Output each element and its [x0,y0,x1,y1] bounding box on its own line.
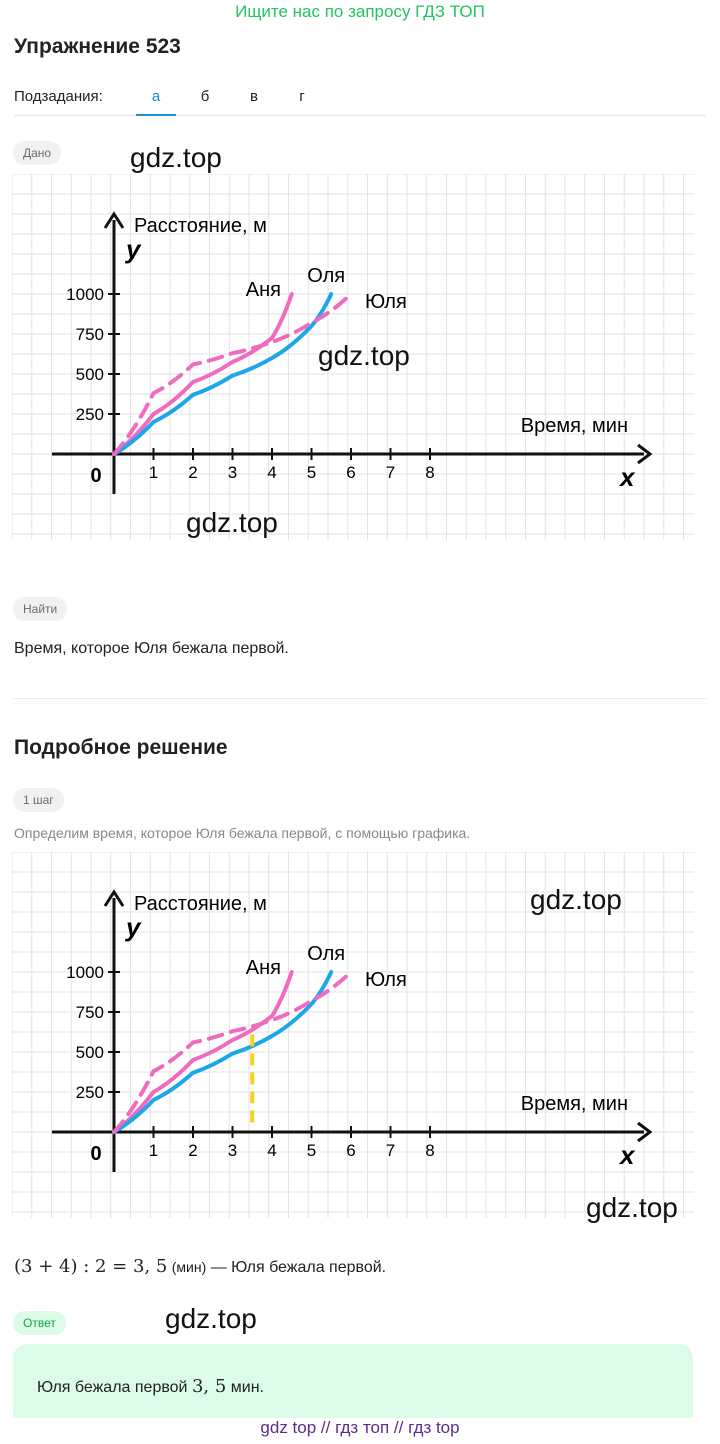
y-tick-label: 1000 [66,285,104,304]
y-axis-letter: y [124,912,142,942]
x-axis-arrow [637,1121,653,1143]
y-tick-label: 500 [76,365,104,384]
formula-tail: — Юля бежала первой. [210,1259,387,1276]
answer-prefix: Юля бежала первой [37,1379,188,1396]
series-label: Аня [246,957,281,979]
find-chip: Найти [13,597,68,621]
watermark: gdz.top [318,340,410,371]
x-tick-label: 6 [346,463,355,482]
x-tick-label: 4 [267,463,276,482]
tab-v[interactable]: в [250,88,258,105]
answer-chip: Ответ [13,1311,66,1335]
x-tick-label: 8 [425,1141,434,1160]
x-tick-label: 3 [228,463,237,482]
x-tick-label: 2 [188,463,197,482]
formula-unit: (мин) [171,1259,207,1275]
x-tick-label: 7 [386,463,395,482]
x-tick-label: 5 [307,463,316,482]
y-tick-label: 500 [76,1043,104,1062]
y-axis-label: Расстояние, м [134,893,267,915]
x-tick-label: 7 [386,1141,395,1160]
series-label: Юля [365,291,407,313]
find-text: Время, которое Юля бежала первой. [14,640,289,657]
series-line-anya [112,292,294,456]
tab-g[interactable]: г [299,88,305,105]
x-axis-letter: x [618,462,636,492]
y-axis-letter: y [124,234,142,264]
tab-b[interactable]: б [200,88,210,105]
tab-a[interactable]: а [136,88,176,116]
answer-box: Юля бежала первой 3, 5 мин. [13,1344,693,1424]
answer-unit: мин. [230,1379,264,1396]
solution-title: Подробное решение [14,736,228,759]
watermark: gdz.top [130,142,222,173]
page-title: Упражнение 523 [14,35,181,58]
x-tick-label: 4 [267,1141,276,1160]
x-tick-label: 2 [188,1141,197,1160]
formula: (3 + 4) : 2 = 3, 5 [14,1256,168,1277]
x-axis-label: Время, мин [521,415,628,437]
y-axis-label: Расстояние, м [134,215,267,237]
watermark: gdz.top [586,1192,678,1223]
y-tick-label: 750 [76,1003,104,1022]
footer-links[interactable]: gdz top // гдз топ // гдз top [0,1418,720,1438]
y-tick-label: 250 [76,405,104,424]
y-axis-arrow [103,889,125,907]
watermark: gdz.top [165,1303,257,1334]
series-label: Оля [307,943,345,965]
series-line-yulya [112,292,353,456]
step-text: Определим время, которое Юля бежала перв… [14,825,471,841]
x-tick-label: 5 [307,1141,316,1160]
y-axis-arrow [103,211,125,229]
subtasks-label: Подзадания: [14,88,103,105]
watermark: gdz.top [186,507,278,538]
y-tick-label: 1000 [66,963,104,982]
step-chip: 1 шаг [13,788,64,812]
x-tick-label: 1 [149,1141,158,1160]
x-tick-label: 1 [149,463,158,482]
given-chip: Дано [13,141,62,165]
answer-text: Юля бежала первой 3, 5 мин. [37,1376,264,1397]
promo-banner[interactable]: Ищите нас по запросу ГДЗ ТОП [235,2,485,21]
series-label: Юля [365,969,407,991]
origin-label: 0 [90,465,101,487]
x-axis-label: Время, мин [521,1093,628,1115]
series-label: Аня [246,279,281,301]
graph-given: 1 2 3 4 5 6 7 8 250 500 750 1000 0 Расстояние, м Время… [12,174,694,540]
answer-value: 3, 5 [191,1376,227,1397]
series-line-olya [112,970,334,1134]
series-line-anya [112,970,294,1134]
origin-label: 0 [90,1143,101,1165]
series-line-yulya [112,970,353,1134]
x-tick-label: 6 [346,1141,355,1160]
formula-line: (3 + 4) : 2 = 3, 5 (мин) — Юля бежала пе… [14,1256,386,1277]
watermark: gdz.top [530,884,622,915]
x-axis-letter: x [618,1140,636,1170]
x-axis-arrow [637,443,653,465]
graph-solution: 1 2 3 4 5 6 7 8 250 500 750 1000 0 Расстояние, м Время… [12,852,694,1218]
y-tick-label: 750 [76,325,104,344]
y-tick-label: 250 [76,1083,104,1102]
x-tick-label: 8 [425,463,434,482]
divider [14,698,706,699]
series-label: Оля [307,265,345,287]
series-line-olya [112,292,334,456]
subtask-tabs: Подзадания: а б в г [14,86,706,116]
x-tick-label: 3 [228,1141,237,1160]
